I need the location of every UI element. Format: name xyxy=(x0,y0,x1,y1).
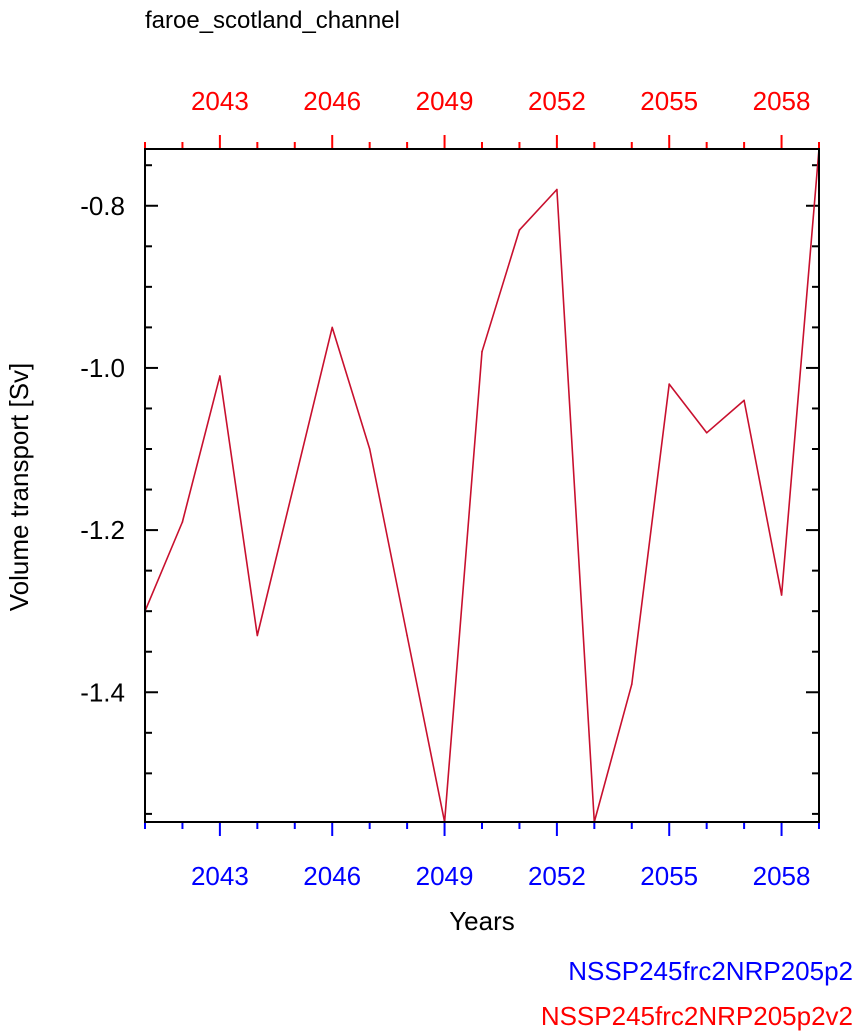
bottom-axis: 2043 2046 2049 2052 2055 2058 xyxy=(144,822,820,891)
x-tick-label: 2052 xyxy=(528,861,586,891)
series-line xyxy=(144,148,820,823)
data-point xyxy=(518,229,521,231)
data-point xyxy=(293,480,296,483)
legend: NSSP245frc2NRP205p2 NSSP245frc2NRP205p2v2 xyxy=(541,956,853,1031)
data-point xyxy=(368,448,371,450)
data-point xyxy=(219,375,221,377)
data-point xyxy=(705,431,708,434)
data-point xyxy=(256,634,259,637)
y-tick-label: -0.8 xyxy=(80,191,125,221)
top-tick-label: 2052 xyxy=(528,86,586,116)
y-axis: -0.8 -1.0 -1.2 -1.4 xyxy=(80,164,819,815)
data-point xyxy=(668,383,671,385)
top-tick-label: 2046 xyxy=(303,86,361,116)
data-point xyxy=(406,634,408,637)
top-tick-label: 2049 xyxy=(416,86,474,116)
legend-entry: NSSP245frc2NRP205p2 xyxy=(568,956,853,986)
top-tick-label: 2043 xyxy=(191,86,249,116)
y-tick-label: -1.2 xyxy=(80,515,125,545)
x-tick-label: 2055 xyxy=(640,861,698,891)
chart-title: faroe_scotland_channel xyxy=(145,7,400,34)
x-tick-label: 2049 xyxy=(416,861,474,891)
y-axis-label: Volume transport [Sv] xyxy=(4,363,34,612)
data-point xyxy=(556,188,558,191)
x-tick-label: 2043 xyxy=(191,861,249,891)
top-tick-label: 2058 xyxy=(753,86,811,116)
x-tick-label: 2046 xyxy=(303,861,361,891)
series-layer xyxy=(144,148,820,823)
data-point xyxy=(743,399,745,402)
y-tick-label: -1.0 xyxy=(80,353,125,383)
legend-entry: NSSP245frc2NRP205p2v2 xyxy=(541,1001,853,1031)
x-tick-label: 2058 xyxy=(753,861,811,891)
x-axis-label: Years xyxy=(449,906,515,936)
top-tick-label: 2055 xyxy=(640,86,698,116)
top-axis: 2043 2046 2049 2052 2055 2058 xyxy=(144,86,820,149)
data-point xyxy=(181,521,184,523)
plot-frame xyxy=(144,148,820,823)
data-point xyxy=(780,594,783,596)
data-point xyxy=(331,326,334,329)
y-tick-label: -1.4 xyxy=(80,677,125,707)
data-point xyxy=(630,683,633,685)
data-point xyxy=(481,350,483,353)
